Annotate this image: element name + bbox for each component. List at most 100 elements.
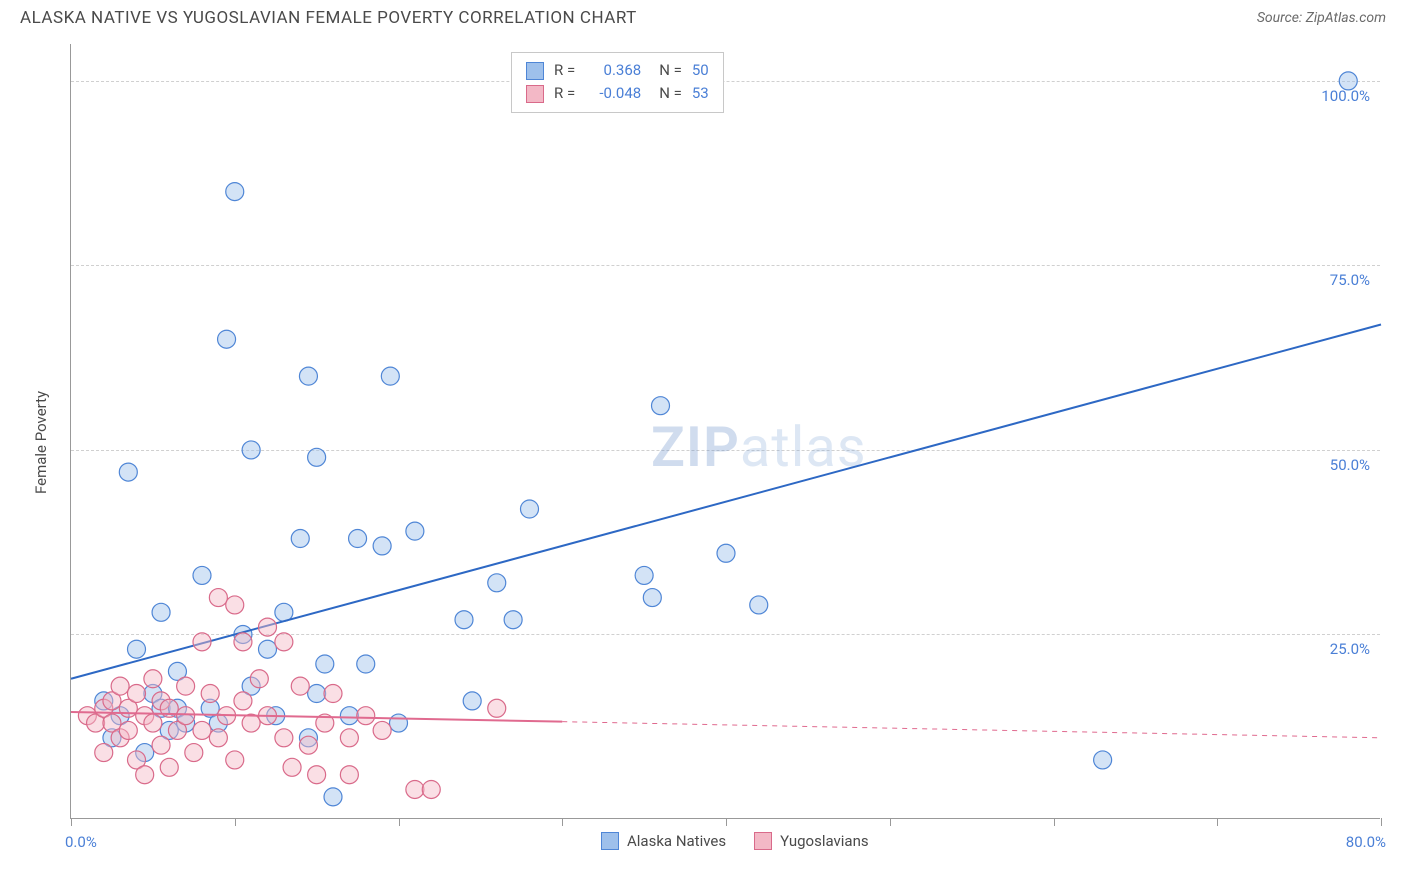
source-name: ZipAtlas.com xyxy=(1306,10,1386,26)
data-point-yugo xyxy=(185,744,203,762)
data-point-alaska xyxy=(373,537,391,555)
data-point-alaska xyxy=(308,685,326,703)
data-point-alaska xyxy=(717,544,735,562)
data-point-yugo xyxy=(324,685,342,703)
data-point-yugo xyxy=(291,677,309,695)
data-point-yugo xyxy=(201,685,219,703)
x-tick xyxy=(399,818,400,826)
trendline-extrapolated-yugo xyxy=(562,722,1381,738)
data-point-yugo xyxy=(119,721,137,739)
stats-legend: R = 0.368 N = 50 R = -0.048 N = 53 xyxy=(511,52,724,113)
data-point-yugo xyxy=(136,766,154,784)
r-value-alaska: 0.368 xyxy=(585,59,641,82)
data-point-alaska xyxy=(340,707,358,725)
x-tick xyxy=(71,818,72,826)
data-point-yugo xyxy=(152,736,170,754)
data-point-alaska xyxy=(463,692,481,710)
data-point-yugo xyxy=(299,736,317,754)
series-legend: Alaska Natives Yugoslavians xyxy=(601,832,869,850)
data-point-alaska xyxy=(521,500,539,518)
chart-title: ALASKA NATIVE VS YUGOSLAVIAN FEMALE POVE… xyxy=(20,8,637,28)
data-point-alaska xyxy=(357,655,375,673)
legend-item-alaska: Alaska Natives xyxy=(601,832,726,850)
legend-swatch-alaska xyxy=(601,832,619,850)
source-label: Source: xyxy=(1257,10,1302,26)
r-label: R = xyxy=(554,59,575,82)
data-point-yugo xyxy=(406,780,424,798)
data-point-yugo xyxy=(177,677,195,695)
x-tick xyxy=(890,818,891,826)
data-point-alaska xyxy=(291,530,309,548)
data-point-yugo xyxy=(95,744,113,762)
data-point-yugo xyxy=(357,707,375,725)
data-point-yugo xyxy=(111,677,129,695)
data-point-alaska xyxy=(643,589,661,607)
data-point-yugo xyxy=(234,633,252,651)
data-point-alaska xyxy=(455,611,473,629)
data-point-yugo xyxy=(283,758,301,776)
data-point-yugo xyxy=(226,596,244,614)
data-point-yugo xyxy=(340,766,358,784)
data-point-yugo xyxy=(209,589,227,607)
data-point-alaska xyxy=(119,463,137,481)
data-point-yugo xyxy=(275,633,293,651)
data-point-alaska xyxy=(750,596,768,614)
legend-swatch-yugo xyxy=(754,832,772,850)
data-point-yugo xyxy=(308,766,326,784)
x-tick xyxy=(1054,818,1055,826)
data-point-yugo xyxy=(234,692,252,710)
x-tick xyxy=(562,818,563,826)
r-label: R = xyxy=(554,82,575,105)
data-point-yugo xyxy=(250,670,268,688)
chart-header: ALASKA NATIVE VS YUGOSLAVIAN FEMALE POVE… xyxy=(0,0,1406,34)
data-point-yugo xyxy=(373,721,391,739)
stats-row-yugo: R = -0.048 N = 53 xyxy=(526,82,709,105)
n-value-alaska: 50 xyxy=(692,59,709,82)
x-tick xyxy=(1217,818,1218,826)
legend-item-yugo: Yugoslavians xyxy=(754,832,869,850)
legend-label-yugo: Yugoslavians xyxy=(780,832,869,850)
y-axis-title: Female Poverty xyxy=(32,390,50,493)
n-value-yugo: 53 xyxy=(692,82,709,105)
data-point-alaska xyxy=(193,566,211,584)
x-tick xyxy=(726,818,727,826)
x-tick-label: 0.0% xyxy=(65,833,97,851)
data-point-yugo xyxy=(193,633,211,651)
data-point-alaska xyxy=(259,640,277,658)
n-label: N = xyxy=(659,59,682,82)
r-value-yugo: -0.048 xyxy=(585,82,641,105)
data-point-alaska xyxy=(299,367,317,385)
x-tick-label: 80.0% xyxy=(1346,833,1386,851)
data-point-yugo xyxy=(259,618,277,636)
x-tick xyxy=(235,818,236,826)
source-attribution: Source: ZipAtlas.com xyxy=(1257,10,1386,26)
legend-swatch-yugo xyxy=(526,85,544,103)
plot-area: 25.0%50.0%75.0%100.0%0.0%80.0%ZIPatlasR … xyxy=(70,44,1380,819)
data-point-alaska xyxy=(218,330,236,348)
data-point-yugo xyxy=(144,714,162,732)
plot-svg xyxy=(71,44,1381,819)
data-point-alaska xyxy=(390,714,408,732)
data-point-alaska xyxy=(308,448,326,466)
data-point-yugo xyxy=(340,729,358,747)
data-point-yugo xyxy=(144,670,162,688)
data-point-alaska xyxy=(488,574,506,592)
data-point-yugo xyxy=(177,707,195,725)
x-tick xyxy=(1381,818,1382,826)
data-point-yugo xyxy=(275,729,293,747)
data-point-yugo xyxy=(193,721,211,739)
data-point-alaska xyxy=(152,603,170,621)
correlation-chart: 25.0%50.0%75.0%100.0%0.0%80.0%ZIPatlasR … xyxy=(20,34,1406,879)
data-point-alaska xyxy=(1339,72,1357,90)
data-point-alaska xyxy=(242,441,260,459)
stats-row-alaska: R = 0.368 N = 50 xyxy=(526,59,709,82)
data-point-yugo xyxy=(422,780,440,798)
n-label: N = xyxy=(659,82,682,105)
data-point-alaska xyxy=(226,183,244,201)
data-point-alaska xyxy=(635,566,653,584)
data-point-alaska xyxy=(652,397,670,415)
data-point-alaska xyxy=(324,788,342,806)
data-point-yugo xyxy=(488,699,506,717)
data-point-alaska xyxy=(406,522,424,540)
data-point-alaska xyxy=(504,611,522,629)
